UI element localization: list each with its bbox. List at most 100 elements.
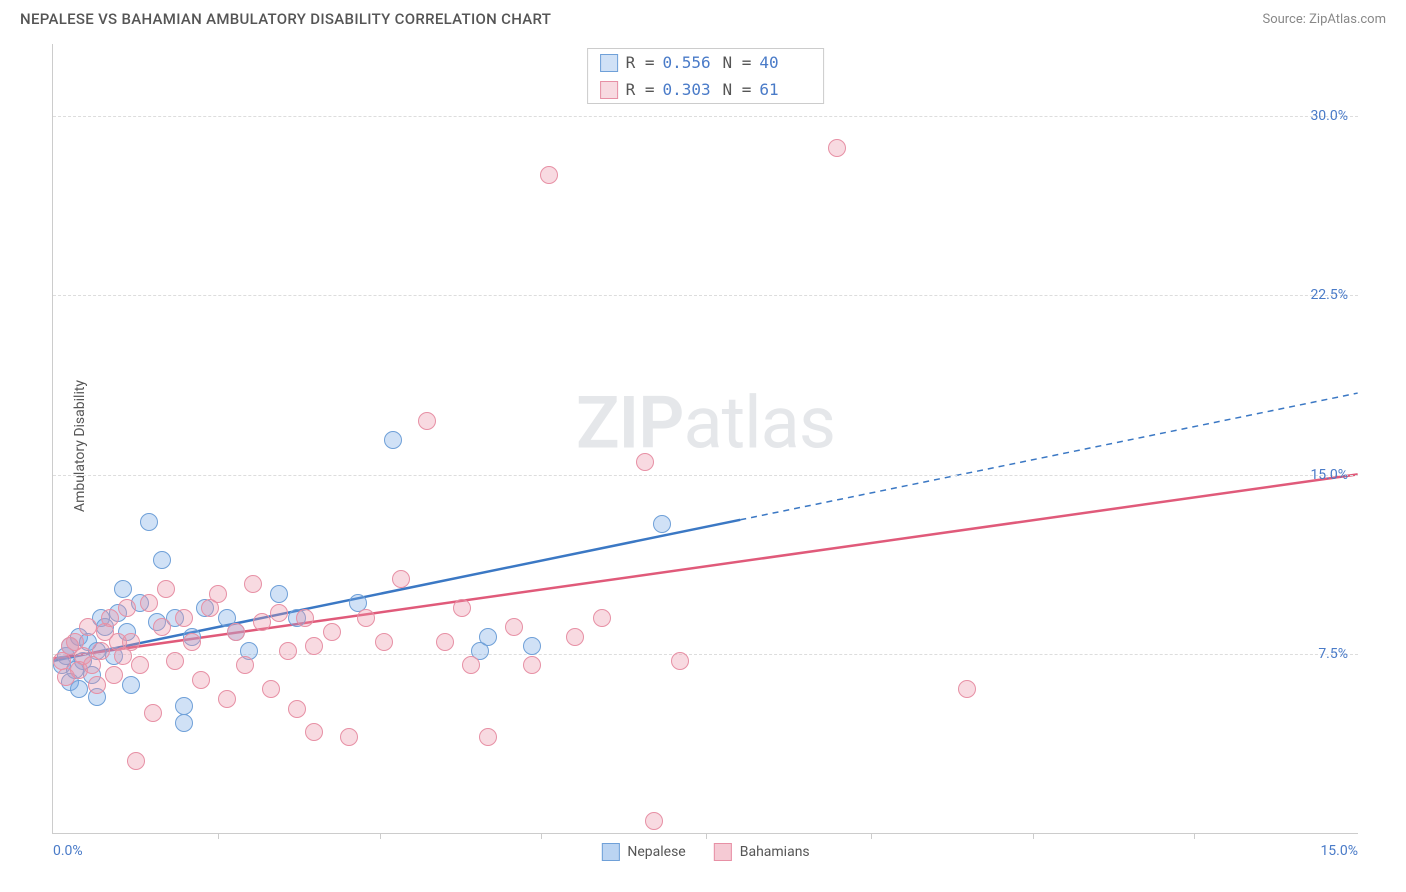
x-axis-min-label: 0.0% — [53, 843, 83, 859]
gridline — [53, 295, 1358, 296]
x-axis-max-label: 15.0% — [1320, 843, 1358, 859]
data-point — [384, 431, 402, 449]
legend-swatch — [601, 843, 619, 861]
data-point — [505, 618, 523, 636]
legend-swatch — [600, 54, 618, 72]
x-tick — [871, 833, 872, 839]
legend-n-value: 40 — [759, 53, 811, 72]
legend-r-value: 0.556 — [663, 53, 715, 72]
gridline — [53, 116, 1358, 117]
data-point — [127, 752, 145, 770]
data-point — [479, 628, 497, 646]
gridline — [53, 475, 1358, 476]
data-point — [671, 652, 689, 670]
data-point — [305, 723, 323, 741]
data-point — [227, 623, 245, 641]
data-point — [236, 656, 254, 674]
data-point — [253, 613, 271, 631]
data-point — [270, 604, 288, 622]
data-point — [175, 697, 193, 715]
data-point — [153, 551, 171, 569]
data-point — [140, 513, 158, 531]
series-legend: Nepalese Bahamians — [601, 843, 809, 861]
x-tick — [706, 833, 707, 839]
data-point — [88, 676, 106, 694]
data-point — [175, 714, 193, 732]
data-point — [157, 580, 175, 598]
data-point — [392, 570, 410, 588]
legend-n-value: 61 — [759, 80, 811, 99]
data-point — [122, 633, 140, 651]
data-point — [144, 704, 162, 722]
data-point — [244, 575, 262, 593]
y-tick-label: 22.5% — [1310, 287, 1348, 303]
data-point — [436, 633, 454, 651]
y-tick-label: 30.0% — [1310, 108, 1348, 124]
data-point — [958, 680, 976, 698]
data-point — [653, 515, 671, 533]
legend-r-label: R = — [626, 80, 655, 99]
data-point — [183, 633, 201, 651]
trendlines — [53, 44, 1358, 833]
data-point — [305, 637, 323, 655]
data-point — [462, 656, 480, 674]
data-point — [593, 609, 611, 627]
legend-r-value: 0.303 — [663, 80, 715, 99]
x-tick — [541, 833, 542, 839]
x-tick — [1033, 833, 1034, 839]
data-point — [479, 728, 497, 746]
correlation-legend: R = 0.556 N = 40R = 0.303 N = 61 — [587, 48, 825, 104]
data-point — [209, 585, 227, 603]
legend-n-label: N = — [723, 53, 752, 72]
legend-swatch — [714, 843, 732, 861]
data-point — [140, 594, 158, 612]
data-point — [636, 453, 654, 471]
x-tick — [218, 833, 219, 839]
source-attribution: Source: ZipAtlas.com — [1262, 12, 1386, 27]
x-tick — [1194, 833, 1195, 839]
data-point — [122, 676, 140, 694]
data-point — [523, 656, 541, 674]
x-tick — [380, 833, 381, 839]
data-point — [192, 671, 210, 689]
watermark: ZIPatlas — [576, 380, 835, 465]
data-point — [453, 599, 471, 617]
data-point — [218, 690, 236, 708]
y-tick-label: 7.5% — [1318, 646, 1348, 662]
data-point — [523, 637, 541, 655]
legend-item: Bahamians — [714, 843, 810, 861]
chart-title: NEPALESE VS BAHAMIAN AMBULATORY DISABILI… — [20, 10, 551, 28]
legend-label: Nepalese — [627, 844, 685, 860]
legend-n-label: N = — [723, 80, 752, 99]
data-point — [828, 139, 846, 157]
data-point — [645, 812, 663, 830]
data-point — [153, 618, 171, 636]
data-point — [418, 412, 436, 430]
data-point — [101, 609, 119, 627]
data-point — [175, 609, 193, 627]
data-point — [270, 585, 288, 603]
data-point — [118, 599, 136, 617]
data-point — [323, 623, 341, 641]
data-point — [79, 618, 97, 636]
data-point — [114, 580, 132, 598]
legend-item: Nepalese — [601, 843, 685, 861]
data-point — [279, 642, 297, 660]
data-point — [166, 652, 184, 670]
data-point — [105, 666, 123, 684]
data-point — [288, 700, 306, 718]
chart-plot-area: ZIPatlas 7.5% 15.0% 22.5% 30.0% R = 0.556 N… — [52, 44, 1358, 834]
legend-swatch — [600, 81, 618, 99]
data-point — [131, 656, 149, 674]
data-point — [566, 628, 584, 646]
data-point — [375, 633, 393, 651]
data-point — [540, 166, 558, 184]
legend-row: R = 0.303 N = 61 — [588, 76, 824, 103]
data-point — [357, 609, 375, 627]
y-tick-label: 15.0% — [1310, 467, 1348, 483]
legend-r-label: R = — [626, 53, 655, 72]
header: NEPALESE VS BAHAMIAN AMBULATORY DISABILI… — [0, 0, 1406, 36]
legend-row: R = 0.556 N = 40 — [588, 49, 824, 76]
data-point — [296, 609, 314, 627]
data-point — [262, 680, 280, 698]
